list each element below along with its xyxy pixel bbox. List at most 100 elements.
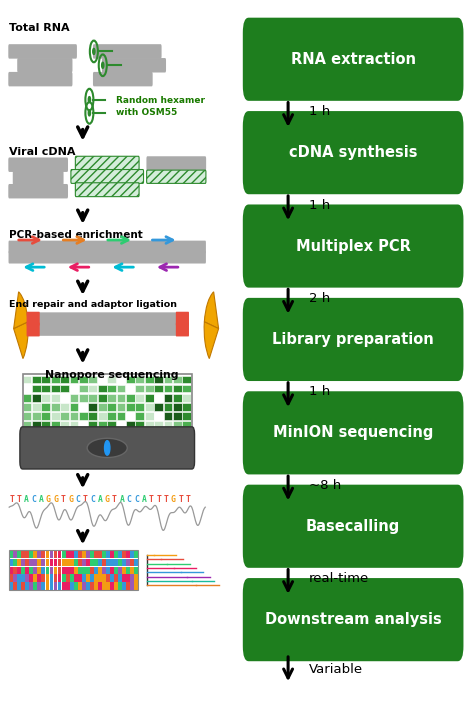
Bar [98,582,102,590]
Bar [98,412,107,420]
Bar [154,394,163,401]
Text: G: G [53,495,58,503]
Bar [122,559,126,566]
Bar [102,559,106,566]
Bar [126,582,130,590]
Bar [114,574,118,581]
Bar [98,421,107,429]
Bar [29,567,33,574]
Bar [70,567,73,574]
Bar [82,582,86,590]
Bar [130,582,134,590]
Bar [13,559,17,566]
Bar [114,559,118,566]
FancyBboxPatch shape [9,44,77,58]
Text: G: G [171,495,176,503]
Text: T: T [149,495,154,503]
Bar [70,403,78,411]
Bar [114,551,118,558]
Bar [9,551,13,558]
Bar [106,559,110,566]
Bar [66,582,70,590]
Bar [118,567,122,574]
Bar [79,412,88,420]
Bar [46,559,49,566]
Bar [9,550,138,590]
Bar [86,551,90,558]
Bar [37,567,41,574]
Bar [134,582,138,590]
Bar [117,385,125,392]
Text: T: T [186,495,191,503]
Bar [94,582,98,590]
Bar [25,567,29,574]
Text: RNA extraction: RNA extraction [291,52,416,67]
FancyBboxPatch shape [9,184,68,198]
Bar [46,582,49,590]
Bar [60,421,69,429]
Circle shape [88,96,91,103]
Bar [102,574,106,581]
Bar [130,567,134,574]
Text: A: A [38,495,44,503]
Bar [136,394,144,401]
Bar [17,574,21,581]
Bar [122,582,126,590]
Bar [90,551,94,558]
FancyBboxPatch shape [75,183,139,197]
Bar [60,385,69,392]
Text: G: G [68,495,73,503]
Bar [58,551,62,558]
Bar [182,375,191,383]
Bar [70,421,78,429]
Wedge shape [204,322,219,359]
Bar [21,574,25,581]
Bar [94,559,98,566]
Bar [145,412,154,420]
Bar [118,551,122,558]
Bar [9,559,13,566]
Bar [58,582,62,590]
Bar [164,403,173,411]
Bar [130,551,134,558]
Bar [54,582,57,590]
Bar [164,394,173,401]
Bar [164,385,173,392]
Bar [74,574,78,581]
Bar [34,559,37,566]
FancyBboxPatch shape [93,44,162,58]
Bar [145,421,154,429]
FancyBboxPatch shape [17,58,73,72]
Text: 1 h: 1 h [309,385,330,399]
Bar [110,551,114,558]
Bar [126,412,135,420]
Bar [21,582,25,590]
FancyBboxPatch shape [27,311,40,325]
FancyBboxPatch shape [176,323,189,337]
Bar [74,551,78,558]
Bar [173,412,182,420]
Bar [17,551,21,558]
Bar [42,551,46,558]
Bar [78,582,82,590]
Bar [173,421,182,429]
Bar [78,567,82,574]
Bar [25,551,29,558]
Text: G: G [105,495,109,503]
Bar [94,567,98,574]
Bar [117,394,125,401]
Bar [13,551,17,558]
Bar [50,582,54,590]
Text: MinION sequencing: MinION sequencing [273,425,433,440]
Bar [79,385,88,392]
Bar [89,403,97,411]
Bar [106,567,110,574]
Bar [60,394,69,401]
Bar [154,412,163,420]
Circle shape [105,441,110,455]
Bar [60,375,69,383]
Circle shape [88,110,91,116]
Bar [32,421,41,429]
Bar [102,567,106,574]
FancyBboxPatch shape [146,170,206,183]
